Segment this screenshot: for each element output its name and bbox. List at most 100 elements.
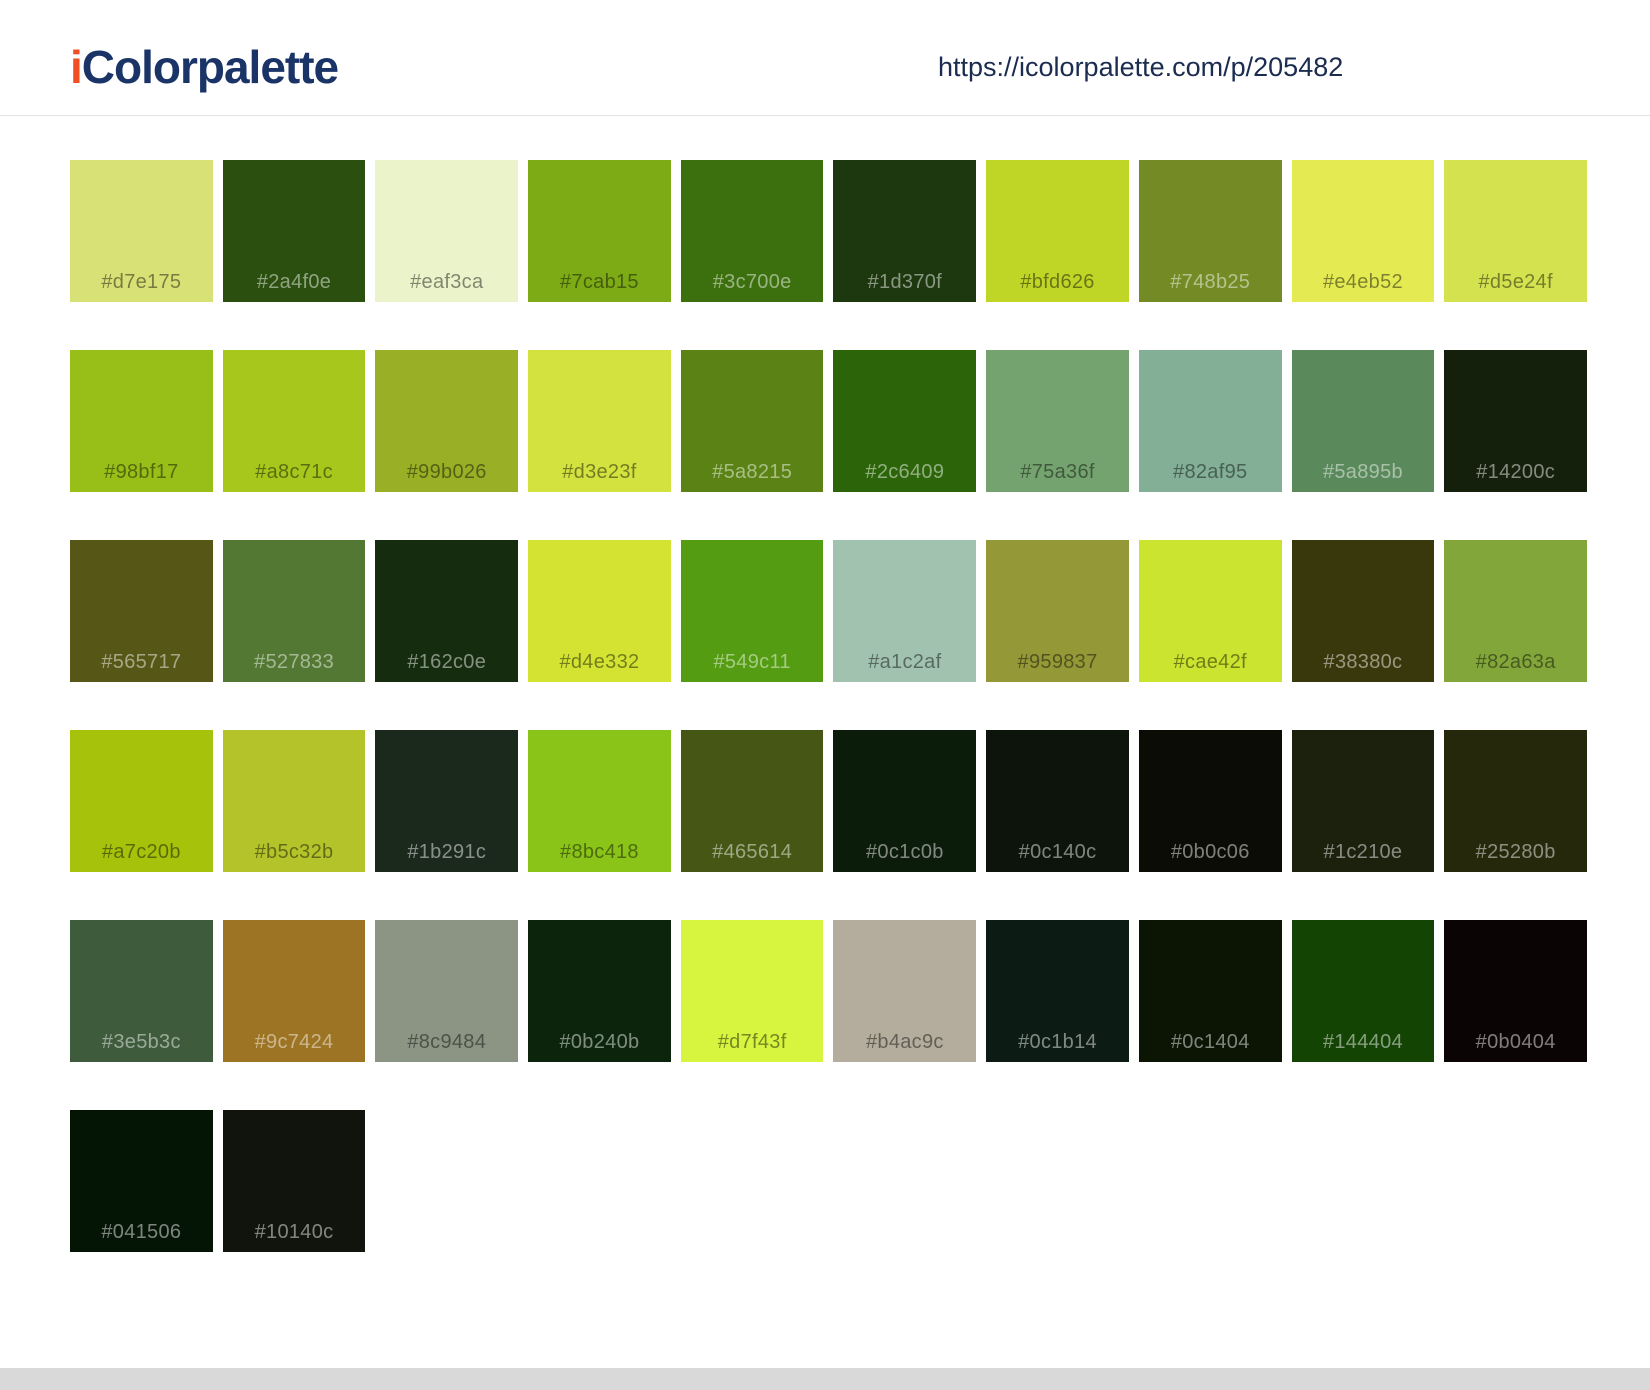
swatch-hex-label: #a8c71c [255,461,333,483]
swatch-hex-label: #eaf3ca [410,271,484,293]
color-swatch-d3e23f[interactable]: #d3e23f [528,350,671,492]
swatch-hex-label: #75a36f [1020,461,1095,483]
logo-accent-letter: i [70,41,83,93]
color-swatch-b4ac9c[interactable]: #b4ac9c [833,920,977,1062]
swatch-hex-label: #25280b [1475,841,1556,863]
swatch-hex-label: #d4e332 [559,651,640,673]
color-swatch-527833[interactable]: #527833 [222,540,366,682]
swatch-hex-label: #82a63a [1475,651,1556,673]
swatch-hex-label: #1d370f [867,271,943,293]
color-swatch-eaf3ca[interactable]: #eaf3ca [375,160,519,302]
swatch-hex-label: #0c1404 [1170,1031,1250,1053]
color-swatch-144404[interactable]: #144404 [1291,920,1435,1062]
color-swatch-14200c[interactable]: #14200c [1444,350,1587,492]
palette-url[interactable]: https://icolorpalette.com/p/205482 [938,52,1344,82]
color-swatch-82af95[interactable]: #82af95 [1138,350,1282,492]
color-swatch-10140c[interactable]: #10140c [222,1110,366,1252]
swatch-hex-label: #748b25 [1170,271,1251,293]
swatch-hex-label: #d3e23f [562,461,637,483]
color-swatch-3c700e[interactable]: #3c700e [680,160,824,302]
color-swatch-2a4f0e[interactable]: #2a4f0e [222,160,366,302]
swatch-hex-label: #a7c20b [101,841,181,863]
swatch-hex-label: #2c6409 [865,461,945,483]
swatch-hex-label: #1c210e [1323,841,1403,863]
swatch-hex-label: #527833 [254,651,335,673]
swatch-hex-label: #0b0c06 [1170,841,1250,863]
color-swatch-0c1b14[interactable]: #0c1b14 [986,920,1129,1062]
color-swatch-0b0c06[interactable]: #0b0c06 [1138,730,1282,872]
swatch-hex-label: #162c0e [407,651,487,673]
swatch-hex-label: #d7f43f [717,1031,787,1053]
color-swatch-25280b[interactable]: #25280b [1444,730,1587,872]
swatch-hex-label: #cae42f [1173,651,1247,673]
swatch-hex-label: #144404 [1322,1031,1403,1053]
color-swatch-0b0404[interactable]: #0b0404 [1444,920,1587,1062]
color-swatch-465614[interactable]: #465614 [680,730,824,872]
color-swatch-1d370f[interactable]: #1d370f [833,160,977,302]
swatch-hex-label: #0c1b14 [1018,1031,1097,1053]
color-swatch-99b026[interactable]: #99b026 [375,350,519,492]
swatch-hex-label: #565717 [101,651,182,673]
color-swatch-a1c2af[interactable]: #a1c2af [833,540,977,682]
color-swatch-b5c32b[interactable]: #b5c32b [222,730,366,872]
swatch-hex-label: #10140c [254,1221,334,1243]
color-swatch-0c1404[interactable]: #0c1404 [1138,920,1282,1062]
color-swatch-5a895b[interactable]: #5a895b [1291,350,1435,492]
swatch-hex-label: #3c700e [712,271,792,293]
swatch-hex-label: #b5c32b [254,841,334,863]
swatch-hex-label: #2a4f0e [256,271,332,293]
color-swatch-d7e175[interactable]: #d7e175 [70,160,213,302]
color-swatch-38380c[interactable]: #38380c [1291,540,1435,682]
color-swatch-162c0e[interactable]: #162c0e [375,540,519,682]
color-swatch-d4e332[interactable]: #d4e332 [528,540,671,682]
icolorpalette-logo[interactable]: iColorpalette [70,40,339,94]
swatch-hex-label: #a1c2af [868,651,942,673]
swatch-hex-label: #041506 [101,1221,182,1243]
color-swatch-7cab15[interactable]: #7cab15 [528,160,671,302]
color-swatch-d5e24f[interactable]: #d5e24f [1444,160,1587,302]
swatch-hex-label: #bfd626 [1020,271,1095,293]
color-swatch-0c140c[interactable]: #0c140c [986,730,1129,872]
swatch-hex-label: #e4eb52 [1322,271,1403,293]
color-swatch-565717[interactable]: #565717 [70,540,213,682]
color-swatch-a8c71c[interactable]: #a8c71c [222,350,366,492]
color-swatch-e4eb52[interactable]: #e4eb52 [1291,160,1435,302]
swatch-hex-label: #465614 [712,841,793,863]
color-swatch-9c7424[interactable]: #9c7424 [222,920,366,1062]
color-swatch-748b25[interactable]: #748b25 [1138,160,1282,302]
color-swatch-1c210e[interactable]: #1c210e [1291,730,1435,872]
color-swatch-98bf17[interactable]: #98bf17 [70,350,213,492]
swatch-hex-label: #1b291c [407,841,487,863]
color-swatch-0b240b[interactable]: #0b240b [528,920,671,1062]
color-swatch-a7c20b[interactable]: #a7c20b [70,730,213,872]
color-swatch-959837[interactable]: #959837 [986,540,1129,682]
color-swatch-bfd626[interactable]: #bfd626 [986,160,1129,302]
swatch-hex-label: #d5e24f [1478,271,1553,293]
color-swatch-75a36f[interactable]: #75a36f [986,350,1129,492]
swatch-hex-label: #3e5b3c [101,1031,181,1053]
swatch-hex-label: #549c11 [713,651,791,673]
color-swatch-82a63a[interactable]: #82a63a [1444,540,1587,682]
swatch-hex-label: #8bc418 [560,841,639,863]
color-swatch-8bc418[interactable]: #8bc418 [528,730,671,872]
swatch-hex-label: #82af95 [1173,461,1248,483]
color-swatch-d7f43f[interactable]: #d7f43f [680,920,824,1062]
page-header: iColorpalette https://icolorpalette.com/… [0,0,1650,116]
logo-text: Colorpalette [81,41,339,93]
swatch-hex-label: #7cab15 [560,271,639,293]
swatch-hex-label: #5a895b [1322,461,1403,483]
color-swatch-041506[interactable]: #041506 [70,1110,213,1252]
color-swatch-1b291c[interactable]: #1b291c [375,730,519,872]
color-swatch-5a8215[interactable]: #5a8215 [680,350,824,492]
color-swatch-2c6409[interactable]: #2c6409 [833,350,977,492]
color-swatch-549c11[interactable]: #549c11 [680,540,824,682]
color-swatch-3e5b3c[interactable]: #3e5b3c [70,920,213,1062]
color-swatch-0c1c0b[interactable]: #0c1c0b [833,730,977,872]
color-swatch-cae42f[interactable]: #cae42f [1138,540,1282,682]
swatch-hex-label: #d7e175 [101,271,182,293]
color-swatch-8c9484[interactable]: #8c9484 [375,920,519,1062]
swatch-hex-label: #b4ac9c [865,1031,944,1053]
footer-bar [0,1368,1650,1390]
swatch-hex-label: #38380c [1323,651,1403,673]
